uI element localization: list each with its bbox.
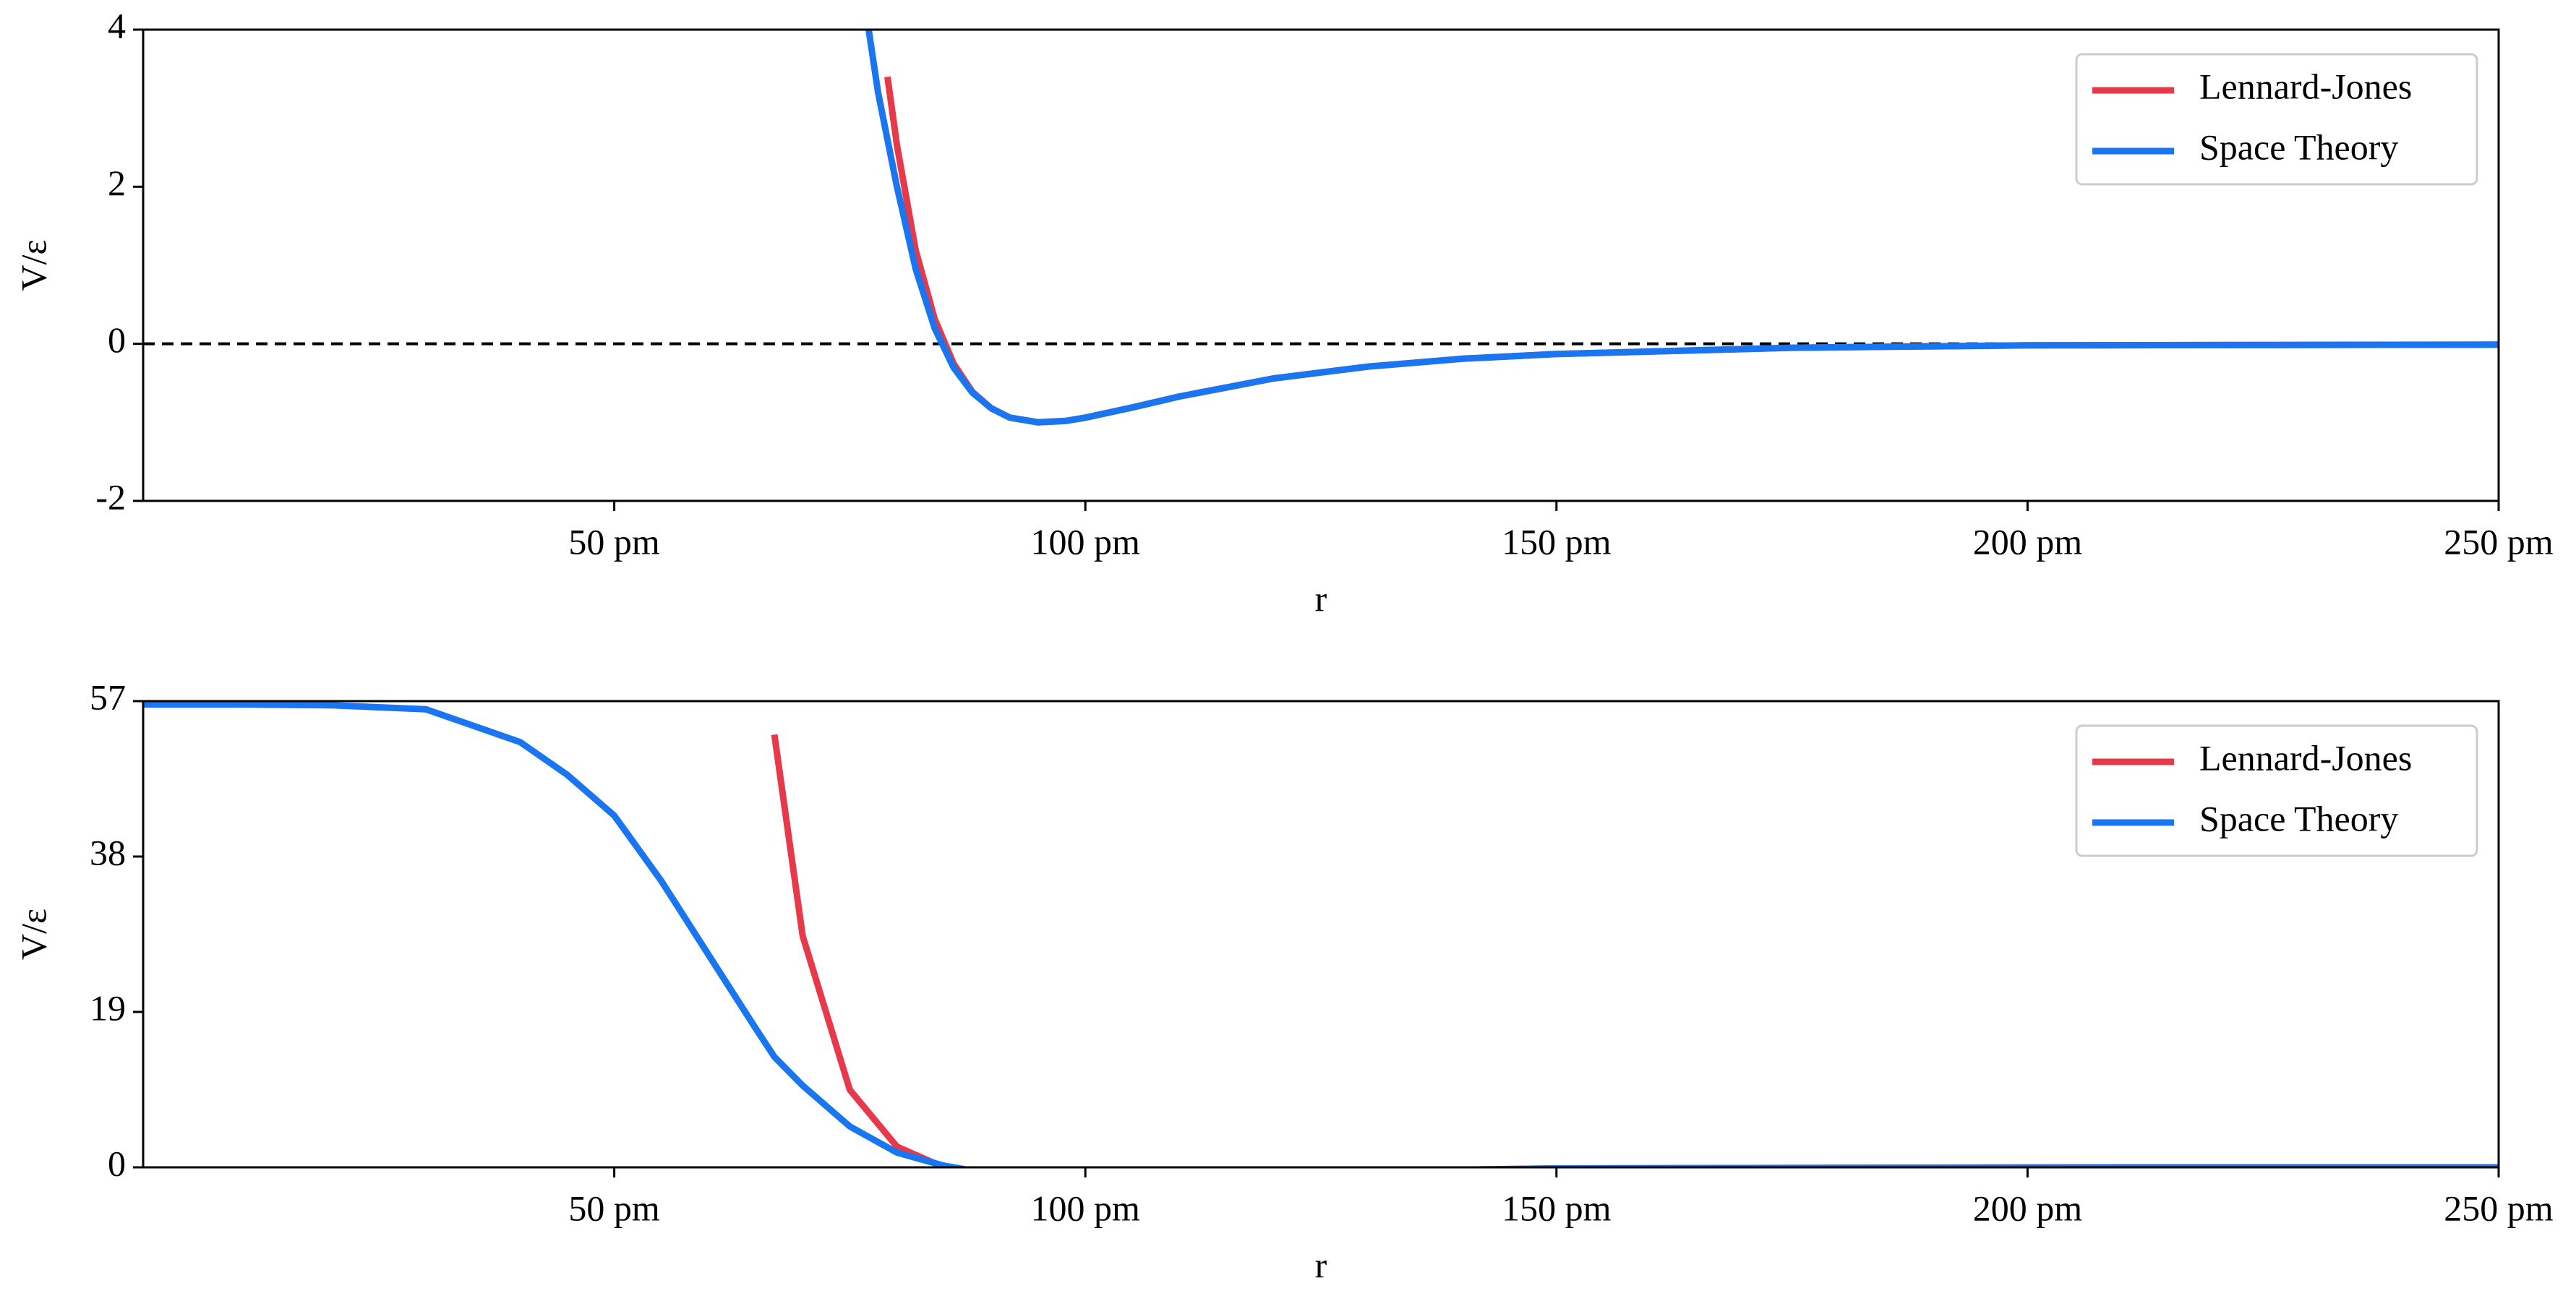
- plot-frame: [142, 28, 2500, 502]
- x-tick-label: 50 pm: [568, 521, 660, 562]
- legend-box: [2075, 724, 2478, 857]
- y-tick-label: 4: [108, 5, 126, 46]
- panel: -2 0 2 4 50 pm 100 pm 150 pm 200 pm 250 pm r V/ε Le…: [13, 5, 2553, 619]
- y-tick-label: 38: [90, 832, 126, 872]
- series-line: [143, 701, 2499, 1167]
- y-tick-label: 19: [90, 987, 126, 1028]
- x-tick-label: 200 pm: [1973, 1188, 2083, 1228]
- x-tick-label: 150 pm: [1502, 1188, 1612, 1228]
- y-tick-label: -2: [95, 476, 126, 517]
- y-tick-label: 2: [108, 163, 126, 203]
- y-tick-label: 57: [90, 677, 126, 717]
- x-tick-label: 50 pm: [568, 1188, 660, 1228]
- legend-label: Lennard-Jones: [2199, 66, 2412, 106]
- legend-label: Space Theory: [2199, 126, 2398, 167]
- x-tick-label: 100 pm: [1030, 1188, 1140, 1228]
- legend-box: [2075, 53, 2478, 186]
- x-tick-label: 200 pm: [1973, 521, 2083, 562]
- x-tick-label: 150 pm: [1502, 521, 1612, 562]
- x-axis-label: r: [1315, 1245, 1327, 1285]
- y-tick-label: 0: [108, 319, 126, 360]
- series-line: [865, 30, 2499, 426]
- plot-frame: [142, 700, 2500, 1169]
- x-tick-label: 250 pm: [2444, 1188, 2554, 1228]
- legend-label: Lennard-Jones: [2199, 737, 2412, 778]
- x-axis-label: r: [1315, 578, 1327, 619]
- x-tick-label: 250 pm: [2444, 521, 2554, 562]
- y-axis-label: V/ε: [13, 240, 54, 291]
- y-tick-label: 0: [108, 1143, 126, 1183]
- panel: 0 19 38 57 50 pm 100 pm 150 pm 200 pm 250 pm r V/ε…: [13, 677, 2553, 1285]
- x-tick-label: 100 pm: [1030, 521, 1140, 562]
- legend-label: Space Theory: [2199, 798, 2398, 838]
- y-axis-label: V/ε: [13, 909, 54, 960]
- series-line: [771, 734, 2499, 1167]
